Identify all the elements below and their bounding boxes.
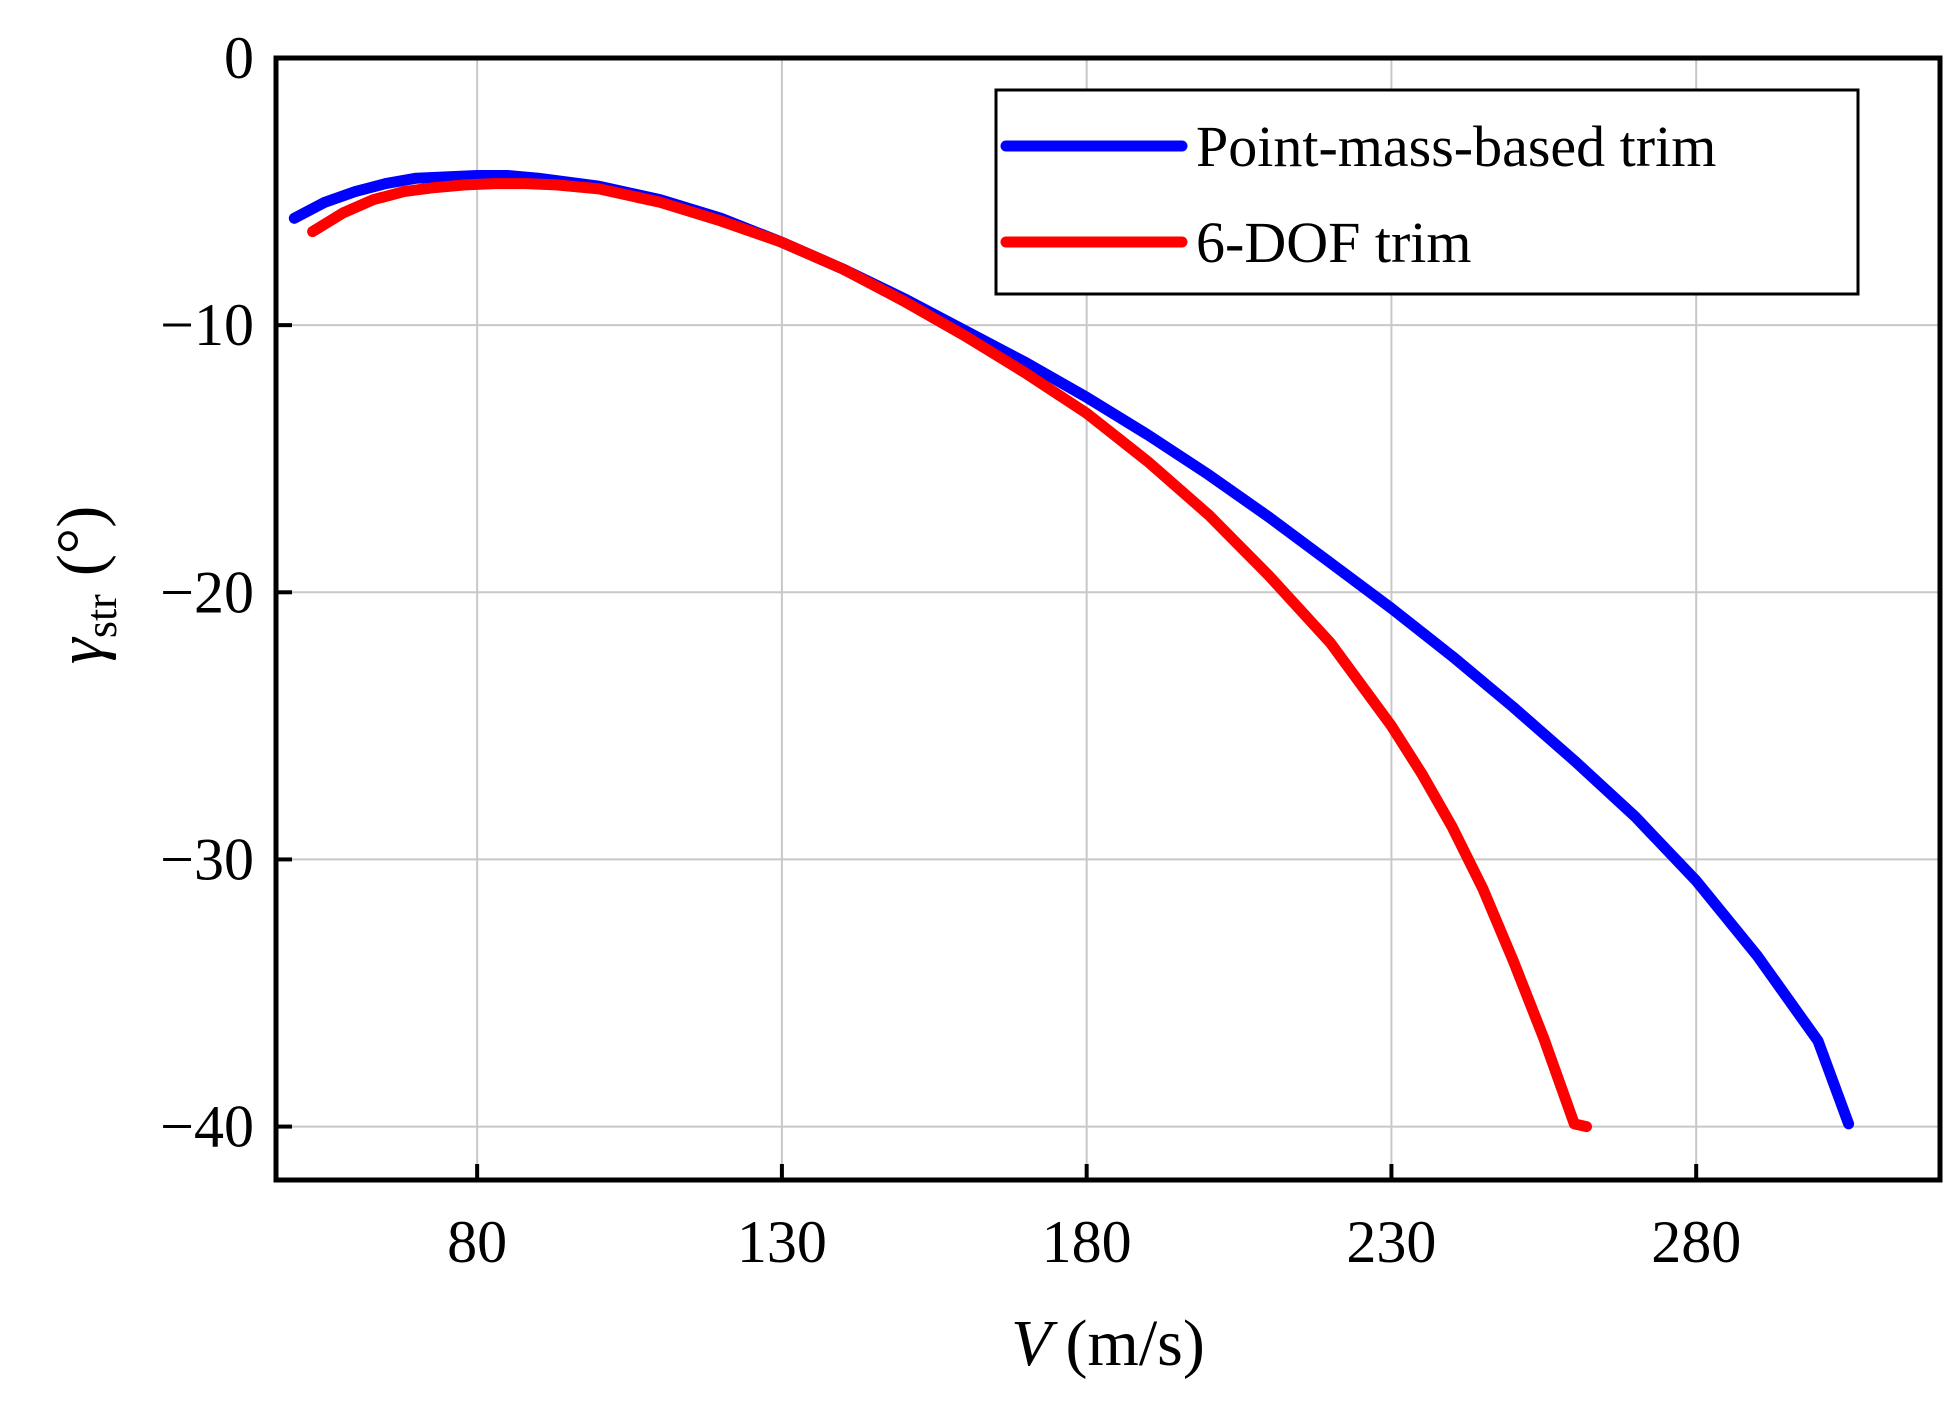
x-tick-label: 230 <box>1346 1209 1436 1275</box>
y-tick-label: −40 <box>160 1094 254 1160</box>
series-line-0 <box>288 170 1855 1130</box>
x-axis-title: V (m/s) <box>1011 1307 1205 1380</box>
legend: Point-mass-based trim 6-DOF trim <box>994 88 1860 296</box>
ticks: 80 130 180 230 280 0 −10 −20 −30 −40 <box>160 25 1741 1275</box>
y-axis-subscript: str <box>77 594 126 638</box>
legend-box <box>994 88 1860 296</box>
series-group <box>288 170 1855 1133</box>
x-axis-variable: V <box>1011 1307 1058 1380</box>
y-tick-label: −20 <box>160 559 254 625</box>
y-axis-variable: γ <box>44 636 117 664</box>
y-axis-title: γstr (°) <box>44 506 126 664</box>
x-tick-label: 280 <box>1651 1209 1741 1275</box>
y-tick-label: −10 <box>160 292 254 358</box>
x-tick-label: 130 <box>737 1209 827 1275</box>
plot-border <box>273 55 1943 1183</box>
y-axis-unit: (°) <box>44 506 117 576</box>
x-tick-label: 180 <box>1042 1209 1132 1275</box>
plot-frame <box>273 55 1943 1183</box>
legend-label-0: Point-mass-based trim <box>1196 114 1716 179</box>
x-axis-unit: (m/s) <box>1066 1307 1205 1380</box>
x-tick-label: 80 <box>447 1209 507 1275</box>
legend-label-1: 6-DOF trim <box>1196 210 1472 275</box>
series-line-1 <box>307 178 1592 1133</box>
y-tick-label: 0 <box>224 25 254 91</box>
y-tick-label: −30 <box>160 826 254 892</box>
